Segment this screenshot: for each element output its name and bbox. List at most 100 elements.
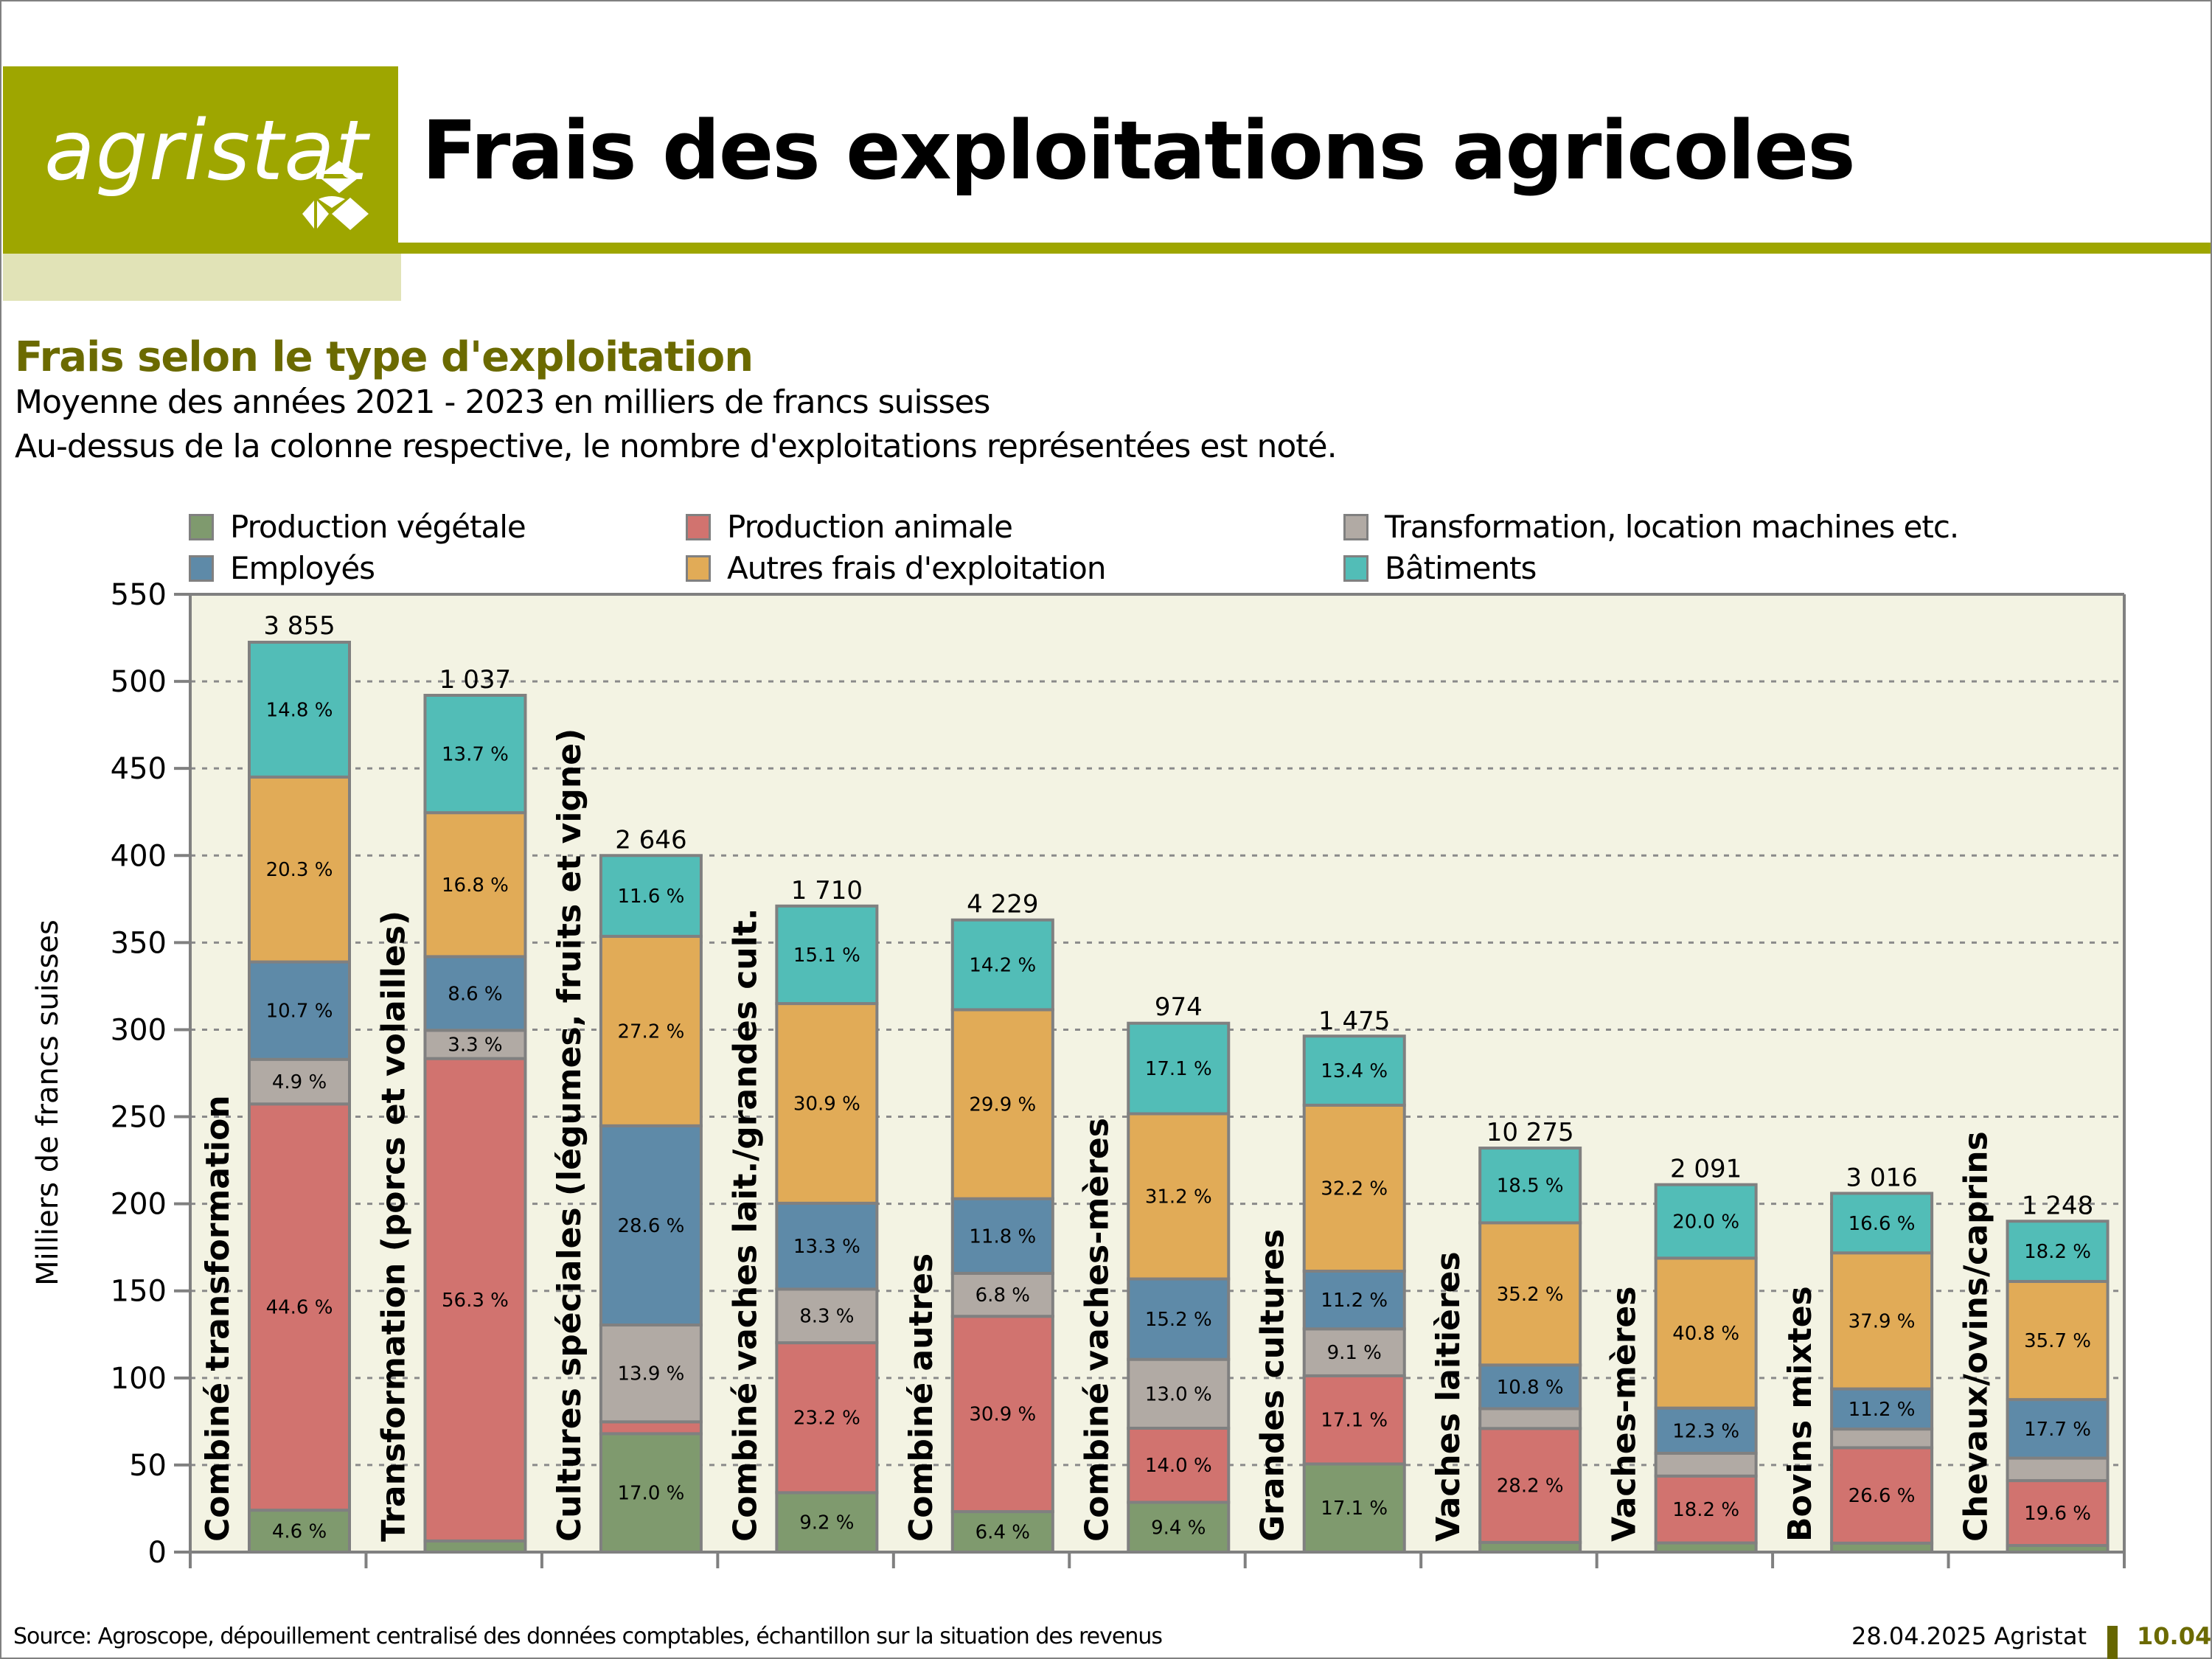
bar-segment [599, 1420, 703, 1436]
y-tick-label: 50 [129, 1449, 167, 1483]
segment-label: 4.6 % [272, 1521, 327, 1543]
segment-label: 17.1 % [1145, 1058, 1212, 1080]
page-title: Frais des exploitations agricoles [422, 103, 1856, 198]
bar-segment [1302, 1327, 1406, 1377]
farm-count-label: 3 855 [263, 611, 335, 641]
footer-source: Source: Agroscope, dépouillement central… [13, 1624, 1163, 1649]
bar-segment [950, 1315, 1054, 1514]
bar-segment [1478, 1147, 1582, 1225]
bar-segment [248, 1509, 351, 1554]
legend-label: Transformation, location machines etc. [1385, 509, 1959, 545]
bar-segment [423, 693, 527, 815]
legend-swatch [1343, 513, 1368, 540]
bar-segment [423, 811, 527, 959]
segment-label: 17.7 % [2024, 1419, 2091, 1441]
chart-description-line1: Moyenne des années 2021 - 2023 en millie… [15, 383, 990, 421]
page-number: 10.04 [2137, 1622, 2212, 1650]
bar-segment [1654, 1183, 1758, 1260]
legend-item: Autres frais d'exploitation [686, 550, 1106, 586]
segment-label: 28.6 % [617, 1215, 684, 1237]
segment-label: 10.7 % [266, 1001, 333, 1023]
bar-segment [1478, 1407, 1582, 1430]
segment-label: 6.4 % [975, 1522, 1030, 1544]
header-accent-block [3, 254, 401, 301]
bar-segment [1127, 1277, 1231, 1361]
y-tick-label: 100 [111, 1362, 167, 1396]
legend-swatch [686, 513, 711, 540]
segment-label: 18.2 % [2024, 1241, 2091, 1263]
bar-segment [1654, 1474, 1758, 1545]
segment-label: 14.0 % [1145, 1455, 1212, 1477]
logo [3, 66, 398, 254]
legend-item: Employés [189, 550, 375, 586]
bar-segment [950, 1008, 1054, 1200]
bar-segment [775, 904, 879, 1006]
bar-segment [1654, 1451, 1758, 1478]
bar-segment [775, 1287, 879, 1345]
bar-segment [1302, 1034, 1406, 1107]
segment-label: 13.4 % [1321, 1060, 1388, 1082]
segment-label: 8.6 % [448, 983, 502, 1005]
bar-segment [599, 1124, 703, 1327]
bar-segment [2006, 1479, 2110, 1548]
segment-label: 9.1 % [1327, 1342, 1382, 1364]
bar-segment [2006, 1456, 2110, 1483]
logo-diamond-icon [302, 161, 369, 230]
bar-segment [248, 775, 351, 964]
category-label: Vaches laitières [1430, 1251, 1467, 1542]
segment-label: 15.2 % [1145, 1309, 1212, 1331]
farm-count-label: 1 037 [439, 665, 511, 695]
farm-count-label: 1 710 [791, 876, 863, 905]
segment-label: 29.9 % [969, 1094, 1036, 1116]
bar-segment [1127, 1426, 1231, 1504]
y-axis-title: Milliers de francs suisses [31, 919, 65, 1286]
bar-segment [950, 918, 1054, 1012]
bar-segment [1830, 1427, 1934, 1450]
category-label: Combiné vaches lait./grandes cult. [726, 908, 764, 1542]
bar-segment [1302, 1269, 1406, 1331]
category-label: Chevaux/ovins/caprins [1958, 1131, 1995, 1542]
bar-segment [2006, 1220, 2110, 1283]
segment-label: 13.7 % [442, 744, 509, 766]
bar-segment [950, 1271, 1054, 1318]
legend-item: Production végétale [189, 509, 526, 545]
category-label: Grandes cultures [1254, 1229, 1292, 1542]
y-tick-label: 350 [111, 926, 167, 960]
legend-swatch [189, 513, 214, 540]
footer-divider [2107, 1626, 2118, 1659]
segment-label: 3.3 % [448, 1034, 502, 1057]
category-label: Combiné vaches-mères [1078, 1118, 1116, 1542]
farm-count-label: 1 248 [2022, 1191, 2093, 1220]
bar-segment [423, 1029, 527, 1060]
bar-segment [775, 1491, 879, 1554]
y-tick-label: 500 [111, 665, 167, 699]
bar-segment [775, 1341, 879, 1495]
bar-segment [1127, 1021, 1231, 1116]
bar-segment [423, 1539, 527, 1554]
farm-count-label: 4 229 [967, 890, 1038, 919]
bar-segment [599, 1432, 703, 1554]
farm-count-label: 1 475 [1318, 1006, 1390, 1036]
segment-label: 9.4 % [1151, 1517, 1206, 1539]
bar-segment [1830, 1192, 1934, 1255]
legend-swatch [686, 554, 711, 582]
segment-label: 31.2 % [1145, 1186, 1212, 1208]
legend-swatch [1343, 554, 1368, 582]
y-tick-label: 250 [111, 1101, 167, 1135]
bar-segment [1830, 1446, 1934, 1545]
segment-label: 12.3 % [1672, 1420, 1739, 1442]
bar-segment [1478, 1221, 1582, 1367]
bar-segment [248, 960, 351, 1061]
category-label: Bovins mixtes [1781, 1286, 1819, 1542]
segment-label: 56.3 % [442, 1290, 509, 1312]
segment-label: 30.9 % [793, 1093, 860, 1115]
category-label: Cultures spéciales (légumes, fruits et v… [551, 728, 588, 1542]
bar-segment [599, 854, 703, 938]
segment-label: 18.5 % [1497, 1175, 1564, 1197]
segment-label: 20.0 % [1672, 1211, 1739, 1233]
segment-label: 13.0 % [1145, 1383, 1212, 1405]
segment-label: 8.3 % [799, 1306, 854, 1328]
segment-label: 35.2 % [1497, 1284, 1564, 1306]
